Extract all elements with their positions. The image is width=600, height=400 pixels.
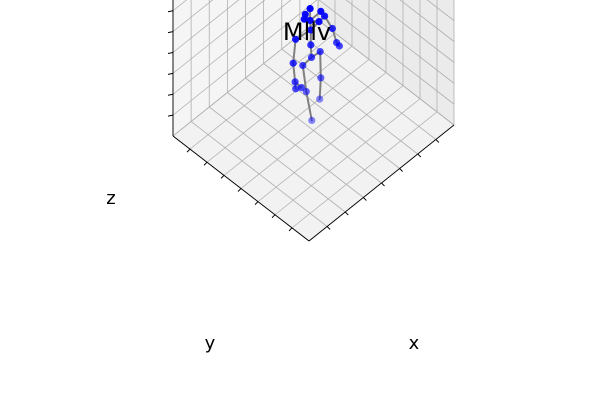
floor-grid-line [223, 59, 370, 176]
joint-point-r-wrist [291, 78, 299, 86]
skeleton-joints [289, 5, 343, 124]
joint-point-head-front [315, 18, 323, 26]
z-axis-tick [167, 52, 174, 54]
joint-point-l-elbow [328, 24, 336, 33]
joint-point-l-hand [335, 42, 343, 50]
y-axis-tick [203, 161, 208, 166]
y-axis-tick [271, 214, 276, 219]
x-axis-tick [417, 153, 422, 158]
joint-point-r-ankle [308, 116, 316, 124]
joint-point-neck [306, 16, 314, 25]
joint-point-pelvis [307, 53, 316, 62]
z-axis-tick [167, 31, 174, 34]
axis-ticks [167, 10, 440, 232]
floor-grid-line [240, 72, 387, 189]
y-axis-label: y [205, 333, 216, 354]
z-axis-tick [167, 114, 174, 117]
joint-point-head-back [301, 10, 309, 18]
right-pane-grid-line [426, 0, 455, 21]
floor-grid-line [317, 19, 455, 126]
joint-point-l-ankle [316, 95, 324, 103]
y-axis-tick [220, 175, 225, 179]
joint-point-spine [307, 41, 315, 49]
joint-point-r-shoulder [292, 35, 300, 43]
x-axis-tick [399, 168, 403, 172]
z-axis-tick [167, 93, 174, 96]
y-axis-tick [288, 227, 293, 232]
y-axis-tick [237, 188, 242, 192]
joint-point-l-hip [316, 48, 324, 56]
joint-point-r-hip [299, 61, 307, 70]
left-pane-grid-line [172, 0, 240, 53]
x-axis-tick [381, 182, 385, 187]
skeleton-bone [305, 90, 313, 122]
x-axis-tick [326, 226, 331, 230]
right-pane-grid-line [399, 0, 455, 42]
z-axis-tick [167, 10, 174, 13]
x-axis-tick [344, 211, 349, 216]
skeleton-bone [319, 50, 322, 79]
skeleton-bone [292, 38, 297, 65]
joint-point-r-knee [302, 88, 310, 96]
joint-point-l-shoulder [321, 12, 329, 20]
x-axis-tick [363, 197, 367, 201]
floor-grid-line [263, 63, 400, 169]
floor-grid-line [206, 45, 353, 163]
skeleton-bone [301, 64, 308, 93]
y-axis-tick [186, 148, 191, 153]
joint-point-r-elbow [289, 59, 297, 67]
joint-point-r-hand-1 [292, 85, 300, 93]
y-axis-tick [254, 201, 259, 205]
chart-title: Mllv [283, 18, 331, 46]
joint-point-r-hand-2 [297, 84, 305, 92]
x-axis-tick [435, 139, 440, 143]
z-axis-tick [167, 72, 174, 75]
left-pane-grid-line [172, 0, 214, 32]
z-axis-label: z [106, 188, 115, 209]
joint-point-l-knee [317, 74, 325, 82]
joint-point-head-top [306, 5, 314, 13]
x-axis-label: x [409, 333, 420, 354]
joint-point-thorax [307, 26, 315, 34]
